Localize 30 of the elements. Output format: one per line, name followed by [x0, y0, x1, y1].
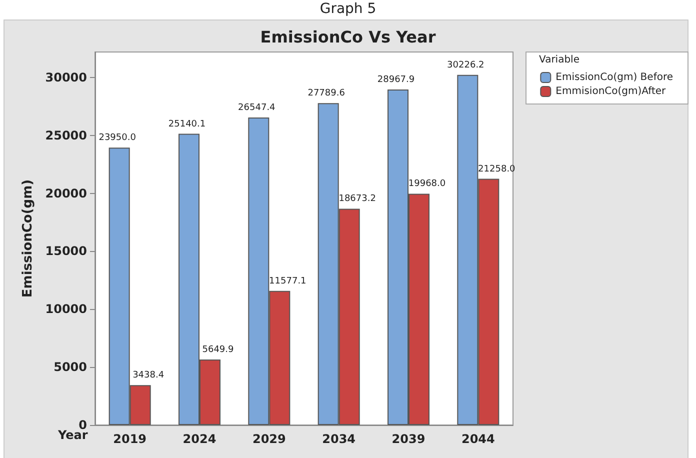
data-label: 11577.1	[269, 276, 306, 286]
chart-title: EmissionCo Vs Year	[260, 28, 436, 46]
data-label: 5649.9	[202, 345, 234, 356]
legend-title: Variable	[539, 54, 580, 66]
data-label: 23950.0	[98, 133, 136, 144]
y-tick-label: 30000	[45, 70, 87, 84]
data-label: 30226.2	[447, 60, 484, 70]
data-label: 28967.9	[377, 74, 415, 85]
data-label: 25140.1	[168, 119, 206, 130]
data-label: 19968.0	[408, 179, 446, 190]
x-tick-label: 2039	[392, 432, 426, 446]
x-tick-label: 2024	[182, 432, 216, 446]
legend-label: EmissionCo(gm) Before	[556, 72, 673, 83]
data-label: 27789.6	[308, 88, 346, 99]
y-tick-label: 20000	[45, 186, 87, 200]
data-label: 21258.0	[478, 164, 516, 174]
x-tick-label: 2029	[252, 432, 286, 446]
x-tick-label: 2019	[113, 432, 147, 446]
data-label: 18673.2	[338, 194, 376, 204]
y-tick-label: 25000	[45, 128, 87, 142]
caption: Graph 5	[320, 1, 376, 17]
data-label: 3438.4	[132, 370, 164, 381]
y-tick-label: 15000	[45, 244, 87, 258]
x-tick-label: 2034	[322, 432, 356, 446]
y-tick-label: 10000	[45, 302, 87, 316]
legend-label: EmmisionCo(gm)After	[556, 86, 667, 97]
x-tick-label: 2044	[461, 432, 495, 446]
y-tick-label: 5000	[54, 360, 87, 374]
data-label: 26547.4	[238, 102, 276, 113]
y-axis-title: EmissionCo(gm)	[20, 179, 36, 298]
